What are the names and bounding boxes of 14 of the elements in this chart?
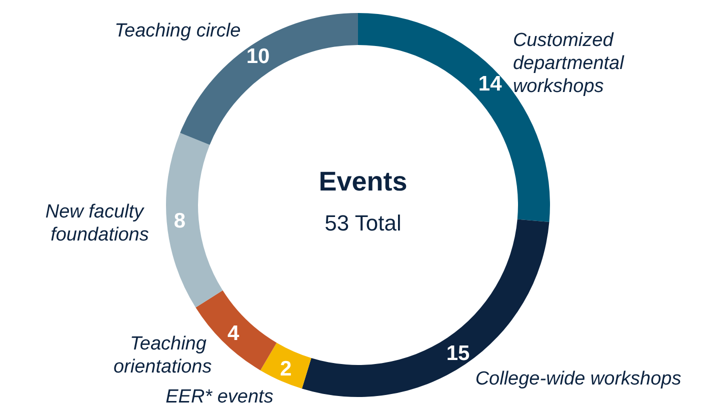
- slice-label: Teaching circle: [114, 20, 241, 42]
- slice-label: EER* events: [166, 386, 274, 408]
- text: 53 Total: [324, 210, 402, 236]
- data-label: 15: [446, 342, 470, 365]
- data-label: 2: [280, 357, 292, 380]
- slice-label: Teaching orientations: [113, 334, 212, 378]
- data-label: 10: [246, 45, 270, 68]
- slice-label: College-wide workshops: [475, 368, 682, 390]
- data-label: 14: [478, 72, 502, 96]
- slice-label: Customized departmental workshops: [512, 30, 630, 97]
- data-label: 8: [174, 209, 186, 232]
- text: Events: [318, 166, 408, 196]
- data-label: 4: [227, 322, 240, 345]
- slice-label: New faculty foundations: [45, 202, 150, 246]
